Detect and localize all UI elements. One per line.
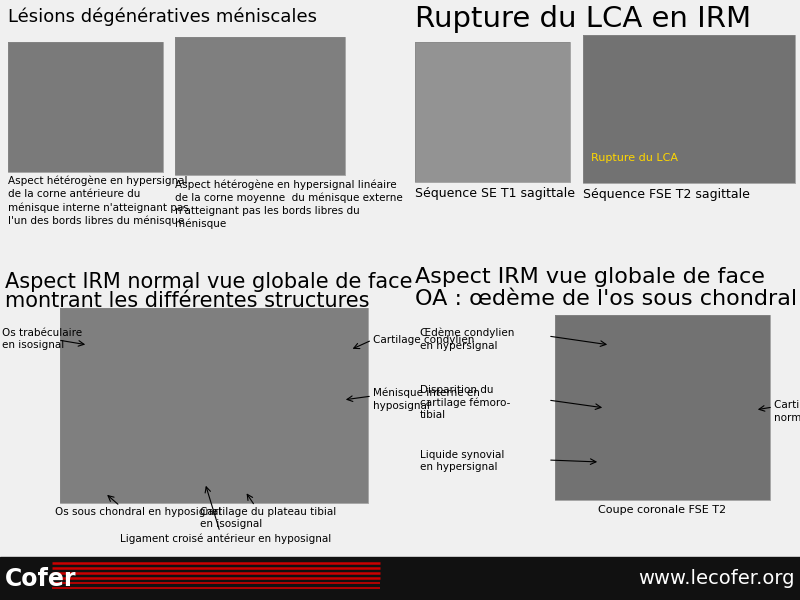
Text: Œdème condylien
en hypersignal: Œdème condylien en hypersignal [420, 328, 514, 351]
Text: Os sous chondral en hyposignal: Os sous chondral en hyposignal [55, 507, 222, 517]
Text: Cartilage fémoro-tibial
normal: Cartilage fémoro-tibial normal [774, 400, 800, 423]
Bar [583, 35, 795, 183]
Text: Séquence FSE T2 sagittale: Séquence FSE T2 sagittale [583, 188, 750, 201]
Text: Rupture du LCA: Rupture du LCA [591, 153, 678, 163]
Text: Cartilage du plateau tibial
en isosignal: Cartilage du plateau tibial en isosignal [200, 507, 336, 529]
Text: www.lecofer.org: www.lecofer.org [638, 569, 795, 588]
Text: Aspect IRM vue globale de face: Aspect IRM vue globale de face [415, 267, 765, 287]
Bar [415, 42, 570, 182]
Text: Séquence SE T1 sagittale: Séquence SE T1 sagittale [415, 187, 575, 200]
Bar [60, 308, 368, 503]
Text: Cartilage condylien: Cartilage condylien [373, 335, 474, 345]
Text: montrant les différentes structures: montrant les différentes structures [5, 291, 370, 311]
Text: Ligament croisé antérieur en hyposignal: Ligament croisé antérieur en hyposignal [120, 533, 331, 544]
Text: Rupture du LCA en IRM: Rupture du LCA en IRM [415, 5, 751, 33]
Text: Aspect hétérogène en hypersignal linéaire
de la corne moyenne  du ménisque exter: Aspect hétérogène en hypersignal linéair… [175, 179, 402, 229]
Bar [8, 42, 163, 172]
Bar [555, 315, 770, 500]
Text: Aspect IRM normal vue globale de face: Aspect IRM normal vue globale de face [5, 272, 413, 292]
Text: Cofer: Cofer [5, 566, 77, 590]
Text: Disparition du
cartilage fémoro-
tibial: Disparition du cartilage fémoro- tibial [420, 385, 510, 421]
Bar [0, 557, 800, 600]
Text: Ménisque interne en
hyposignal: Ménisque interne en hyposignal [373, 388, 480, 411]
Text: Aspect hétérogène en hypersignal
de la corne antérieure du
ménisque interne n'at: Aspect hétérogène en hypersignal de la c… [8, 176, 189, 226]
Bar [175, 37, 345, 175]
Text: Liquide synovial
en hypersignal: Liquide synovial en hypersignal [420, 450, 504, 472]
Text: OA : œdème de l'os sous chondral: OA : œdème de l'os sous chondral [415, 289, 797, 309]
Text: Coupe coronale FSE T2: Coupe coronale FSE T2 [598, 505, 726, 515]
Text: Lésions dégénératives méniscales: Lésions dégénératives méniscales [8, 8, 317, 26]
Text: Os trabéculaire
en isosignal: Os trabéculaire en isosignal [2, 328, 82, 350]
